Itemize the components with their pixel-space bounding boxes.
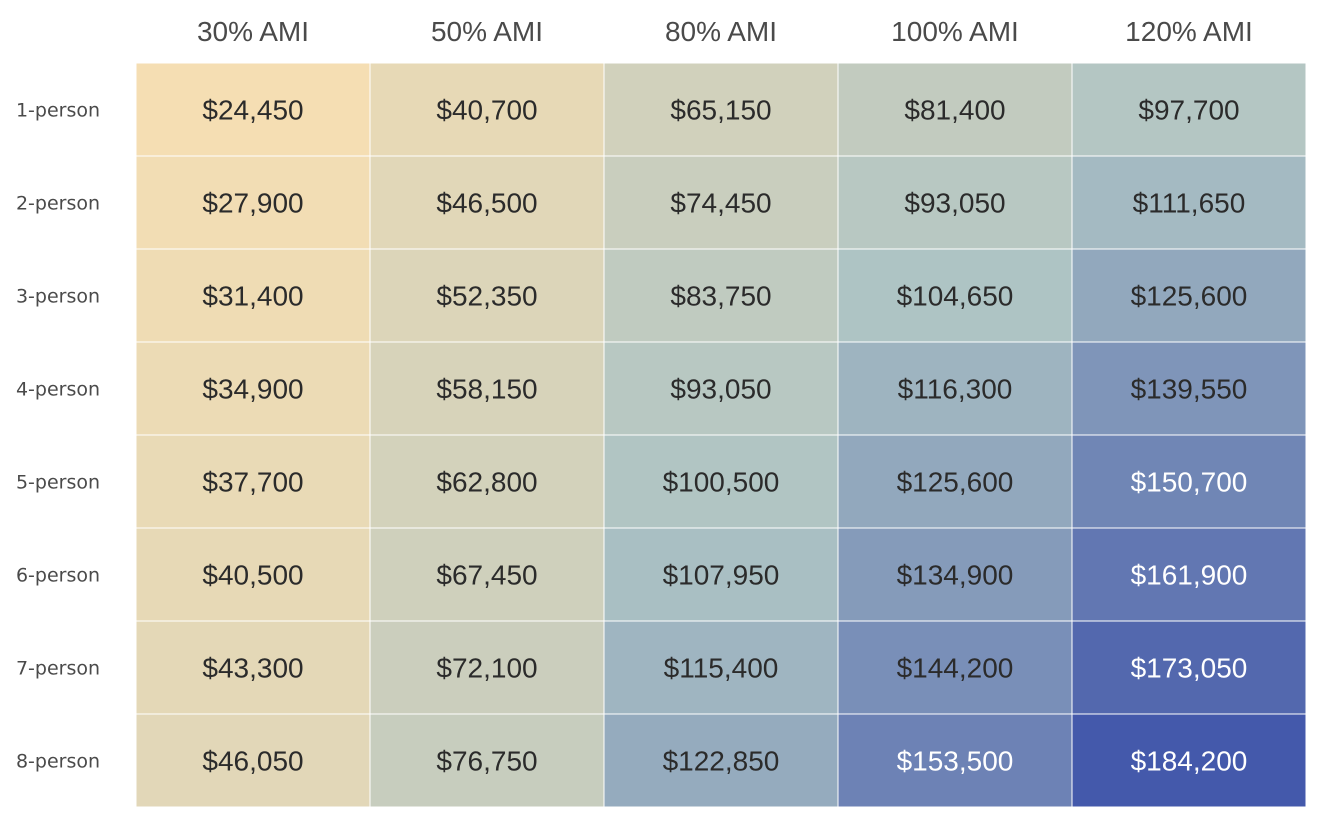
cell-value-1-person-80-ami: $65,150 [670, 95, 771, 126]
row-labels: 1-person 2-person 3-person 4-person 5-person… [16, 100, 100, 773]
heatmap-cells [135, 62, 1307, 808]
cell-value-1-person-30-ami: $24,450 [202, 95, 303, 126]
heatmap-cell-8-person-50-ami [369, 713, 605, 808]
row-label-6-person: 6-person [16, 565, 100, 587]
cell-value-3-person-30-ami: $31,400 [202, 281, 303, 312]
cell-value-6-person-30-ami: $40,500 [202, 560, 303, 591]
cell-value-labels: $24,450 $40,700 $65,150 $81,400 $97,700 $27,9… [202, 95, 1247, 777]
cell-value-4-person-30-ami: $34,900 [202, 374, 303, 405]
heatmap-cell-4-person-30-ami [135, 341, 371, 436]
cell-value-4-person-80-ami: $93,050 [670, 374, 771, 405]
cell-value-3-person-120-ami: $125,600 [1131, 281, 1248, 312]
column-label-80-ami: 80% AMI [665, 16, 777, 47]
heatmap-cell-7-person-120-ami [1071, 620, 1307, 715]
row-label-5-person: 5-person [16, 472, 100, 494]
cell-value-1-person-50-ami: $40,700 [436, 95, 537, 126]
cell-value-7-person-30-ami: $43,300 [202, 653, 303, 684]
heatmap-cell-6-person-120-ami [1071, 527, 1307, 622]
cell-value-2-person-80-ami: $74,450 [670, 188, 771, 219]
cell-value-8-person-30-ami: $46,050 [202, 746, 303, 777]
cell-value-2-person-120-ami: $111,650 [1133, 188, 1246, 219]
cell-value-8-person-100-ami: $153,500 [897, 746, 1014, 777]
cell-value-2-person-50-ami: $46,500 [436, 188, 537, 219]
heatmap-cell-8-person-120-ami [1071, 713, 1307, 808]
cell-value-1-person-120-ami: $97,700 [1138, 95, 1239, 126]
cell-value-8-person-80-ami: $122,850 [663, 746, 780, 777]
column-label-120-ami: 120% AMI [1125, 16, 1253, 47]
cell-value-6-person-120-ami: $161,900 [1131, 560, 1248, 591]
heatmap-cell-6-person-100-ami [837, 527, 1073, 622]
row-label-3-person: 3-person [16, 286, 100, 308]
cell-value-6-person-50-ami: $67,450 [436, 560, 537, 591]
column-labels: 30% AMI 50% AMI 80% AMI 100% AMI 120% AMI [197, 16, 1253, 47]
cell-value-5-person-30-ami: $37,700 [202, 467, 303, 498]
heatmap-cell-5-person-30-ami [135, 434, 371, 529]
column-label-100-ami: 100% AMI [891, 16, 1019, 47]
heatmap-cell-1-person-30-ami [135, 62, 371, 157]
heatmap-cell-3-person-120-ami [1071, 248, 1307, 343]
cell-value-7-person-100-ami: $144,200 [897, 653, 1014, 684]
heatmap-cell-2-person-120-ami [1071, 155, 1307, 250]
heatmap-cell-2-person-80-ami [603, 155, 839, 250]
heatmap-cell-8-person-100-ami [837, 713, 1073, 808]
row-label-7-person: 7-person [16, 658, 100, 680]
heatmap-cell-4-person-120-ami [1071, 341, 1307, 436]
heatmap-cell-8-person-30-ami [135, 713, 371, 808]
cell-value-1-person-100-ami: $81,400 [904, 95, 1005, 126]
row-label-4-person: 4-person [16, 379, 100, 401]
heatmap-cell-6-person-80-ami [603, 527, 839, 622]
heatmap-cell-3-person-80-ami [603, 248, 839, 343]
cell-value-6-person-80-ami: $107,950 [663, 560, 780, 591]
heatmap-cell-4-person-50-ami [369, 341, 605, 436]
column-label-30-ami: 30% AMI [197, 16, 309, 47]
heatmap-cell-4-person-100-ami [837, 341, 1073, 436]
cell-value-5-person-50-ami: $62,800 [436, 467, 537, 498]
heatmap-cell-5-person-80-ami [603, 434, 839, 529]
row-label-8-person: 8-person [16, 751, 100, 773]
cell-value-3-person-80-ami: $83,750 [670, 281, 771, 312]
heatmap-cell-1-person-80-ami [603, 62, 839, 157]
heatmap-cell-3-person-50-ami [369, 248, 605, 343]
heatmap-cell-6-person-50-ami [369, 527, 605, 622]
heatmap-cell-3-person-100-ami [837, 248, 1073, 343]
cell-value-5-person-100-ami: $125,600 [897, 467, 1014, 498]
cell-value-6-person-100-ami: $134,900 [897, 560, 1014, 591]
heatmap-cell-4-person-80-ami [603, 341, 839, 436]
heatmap-cell-7-person-30-ami [135, 620, 371, 715]
cell-value-5-person-120-ami: $150,700 [1131, 467, 1248, 498]
heatmap-cell-5-person-120-ami [1071, 434, 1307, 529]
cell-value-5-person-80-ami: $100,500 [663, 467, 780, 498]
heatmap-cell-5-person-50-ami [369, 434, 605, 529]
heatmap-cell-2-person-30-ami [135, 155, 371, 250]
cell-value-7-person-120-ami: $173,050 [1131, 653, 1248, 684]
heatmap-cell-1-person-100-ami [837, 62, 1073, 157]
heatmap-cell-1-person-50-ami [369, 62, 605, 157]
cell-value-8-person-120-ami: $184,200 [1131, 746, 1248, 777]
cell-value-4-person-50-ami: $58,150 [436, 374, 537, 405]
heatmap-cell-1-person-120-ami [1071, 62, 1307, 157]
cell-value-2-person-30-ami: $27,900 [202, 188, 303, 219]
row-label-2-person: 2-person [16, 193, 100, 215]
cell-value-2-person-100-ami: $93,050 [904, 188, 1005, 219]
cell-value-8-person-50-ami: $76,750 [436, 746, 537, 777]
heatmap-cell-8-person-80-ami [603, 713, 839, 808]
cell-value-7-person-50-ami: $72,100 [436, 653, 537, 684]
row-label-1-person: 1-person [16, 100, 100, 122]
cell-value-4-person-120-ami: $139,550 [1131, 374, 1248, 405]
cell-value-4-person-100-ami: $116,300 [898, 374, 1013, 405]
column-label-50-ami: 50% AMI [431, 16, 543, 47]
cell-value-3-person-50-ami: $52,350 [436, 281, 537, 312]
cell-value-7-person-80-ami: $115,400 [664, 653, 779, 684]
cell-value-3-person-100-ami: $104,650 [897, 281, 1014, 312]
